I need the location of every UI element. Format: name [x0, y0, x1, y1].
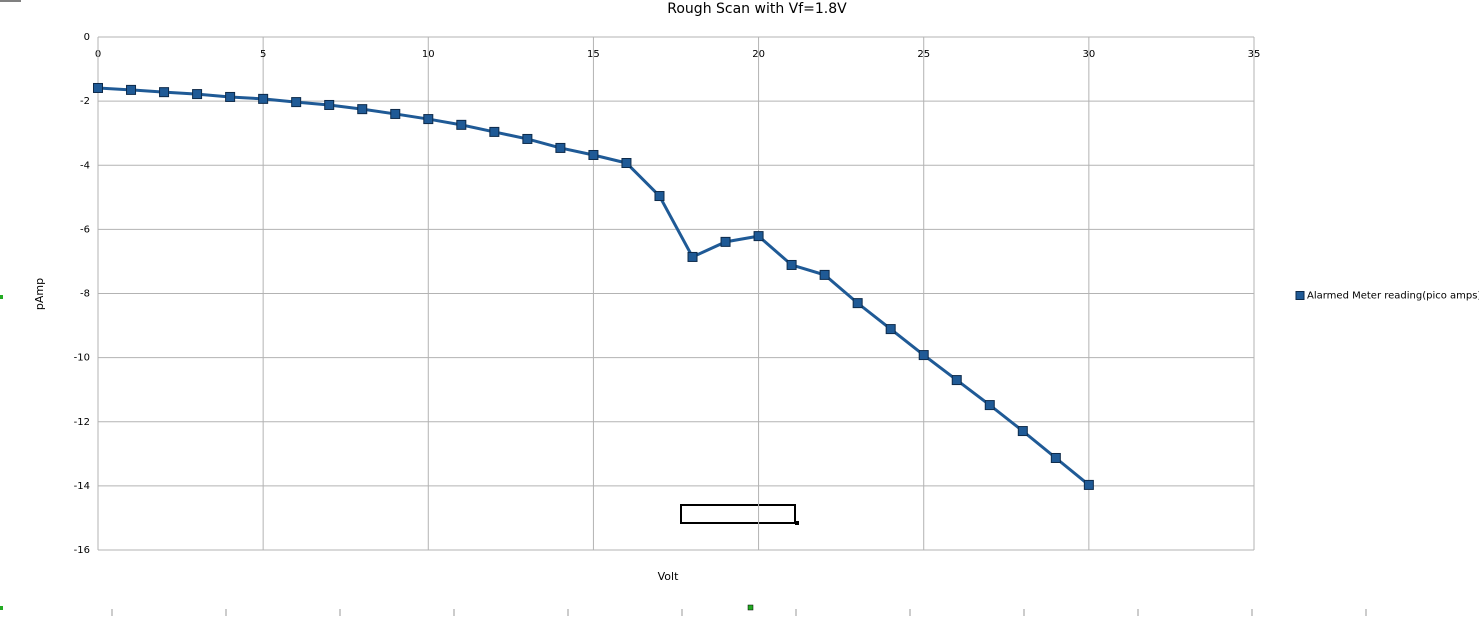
data-point	[390, 108, 401, 119]
ruler	[111, 609, 1367, 616]
y-tick-label: -6	[80, 224, 90, 235]
x-tick-label: 15	[587, 49, 600, 60]
data-point	[93, 82, 103, 93]
data-point	[357, 104, 368, 115]
y-tick-label: -12	[74, 417, 90, 428]
data-point	[456, 119, 467, 130]
x-axis-label: Volt	[658, 570, 679, 583]
data-point	[225, 91, 236, 102]
data-point	[951, 375, 962, 386]
data-point	[324, 99, 335, 110]
data-point	[555, 142, 566, 153]
chart-title: Rough Scan with Vf=1.8V	[667, 1, 847, 17]
data-point	[588, 149, 599, 160]
y-tick-label: -2	[80, 96, 90, 107]
data-point	[291, 97, 302, 108]
data-point	[159, 87, 170, 98]
data-point	[819, 269, 830, 280]
x-tick-label: 5	[260, 49, 266, 60]
annotation-box	[680, 504, 796, 524]
y-tick-label: 0	[84, 32, 90, 43]
handle	[0, 606, 3, 610]
x-tick-label: 30	[1082, 49, 1095, 60]
data-point	[753, 231, 764, 242]
y-tick-label: -4	[80, 160, 90, 171]
y-tick-label: -10	[74, 353, 90, 364]
data-point	[1017, 426, 1028, 437]
y-tick-label: -14	[74, 481, 90, 492]
data-point	[687, 251, 698, 262]
x-tick-label: 25	[917, 49, 930, 60]
data-point	[258, 93, 269, 104]
handle	[0, 295, 3, 299]
y-axis-label: pAmp	[33, 278, 46, 310]
x-tick-label: 20	[752, 49, 765, 60]
y-tick-label: -8	[80, 289, 90, 300]
data-point	[885, 324, 896, 335]
data-point	[423, 114, 434, 125]
x-tick-label: 35	[1248, 49, 1261, 60]
legend-marker	[1295, 291, 1305, 300]
data-point	[1083, 479, 1094, 490]
legend-label: Alarmed Meter reading(pico amps)	[1307, 291, 1479, 302]
data-point	[720, 236, 731, 247]
data-point	[786, 259, 797, 270]
handle	[795, 521, 799, 525]
data-point	[126, 84, 137, 95]
data-point	[918, 350, 929, 361]
x-tick-label: 10	[422, 49, 435, 60]
data-point	[621, 158, 632, 169]
data-point	[192, 89, 203, 100]
data-point	[984, 400, 995, 411]
data-point	[852, 298, 863, 309]
y-tick-label: -16	[74, 545, 90, 556]
data-point	[1050, 452, 1061, 463]
handle	[747, 604, 754, 611]
data-point	[489, 126, 500, 137]
data-point	[522, 133, 533, 144]
data-point	[654, 191, 665, 202]
